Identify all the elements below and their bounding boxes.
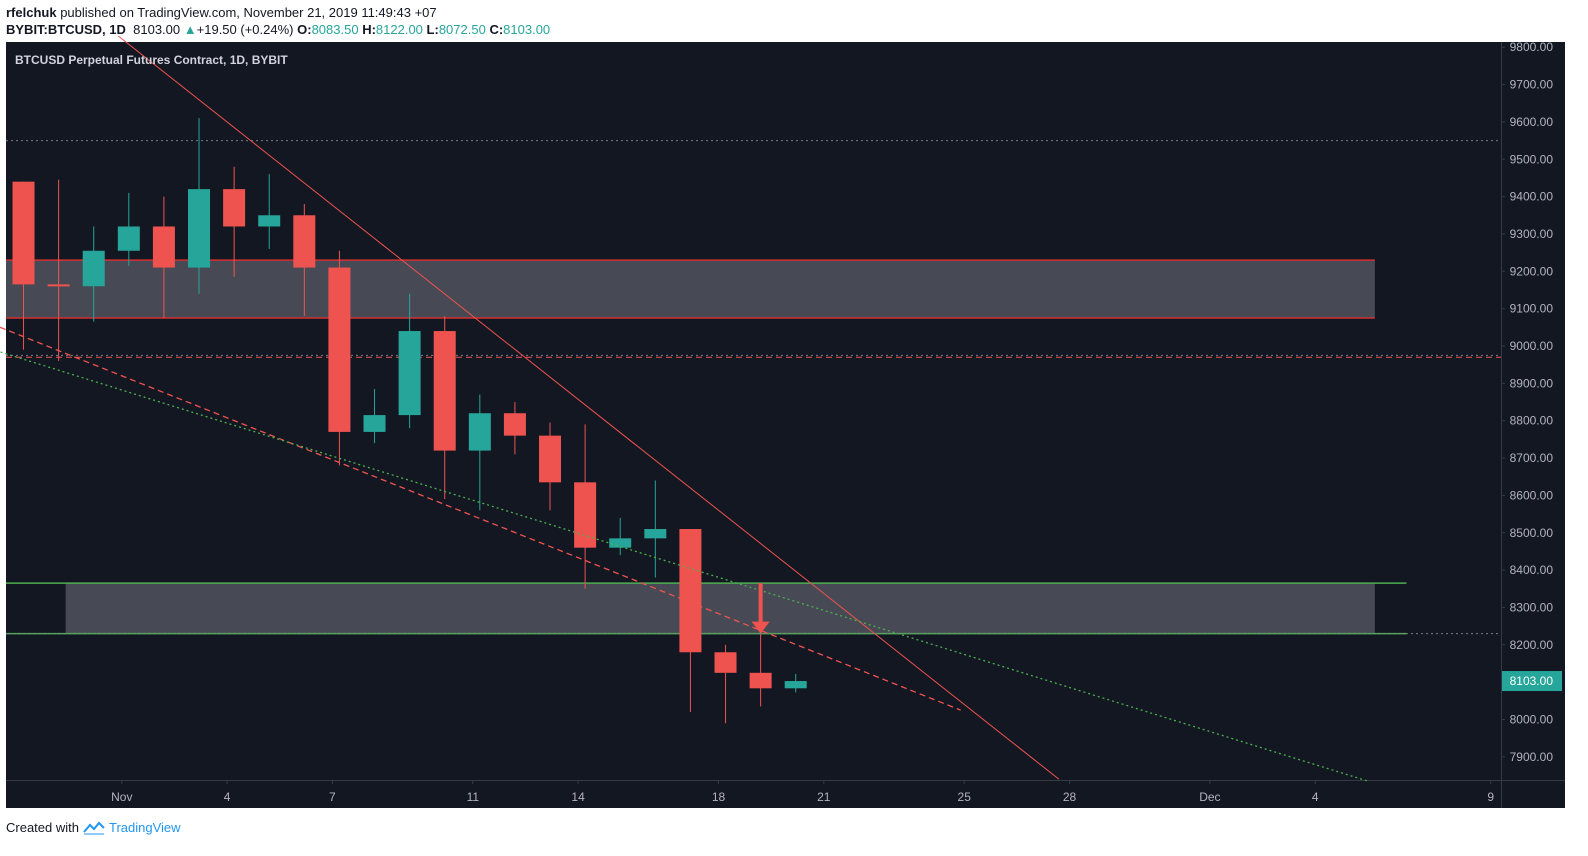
low-value: 8072.50 xyxy=(438,22,486,37)
y-tick-label: 9800.00 xyxy=(1510,40,1554,54)
x-tick-label: Nov xyxy=(111,790,132,804)
plot-background xyxy=(6,42,1501,780)
candle-body xyxy=(258,215,281,227)
y-tick-label: 8000.00 xyxy=(1510,713,1554,727)
publish-line: rfelchuk published on TradingView.com, N… xyxy=(6,5,437,20)
x-tick-label: 4 xyxy=(1312,790,1319,804)
footer: Created with TradingView xyxy=(6,820,181,835)
y-tick-label: 8700.00 xyxy=(1510,451,1554,465)
x-tick-label: 9 xyxy=(1487,790,1494,804)
candle-body xyxy=(574,482,597,548)
candle-body xyxy=(503,413,526,436)
publisher-name[interactable]: rfelchuk xyxy=(6,5,57,20)
y-tick-label: 9200.00 xyxy=(1510,264,1554,278)
y-tick-label: 7900.00 xyxy=(1510,750,1554,764)
last-price-label: 8103.00 xyxy=(1510,674,1554,688)
candle-body xyxy=(47,284,70,287)
y-tick-label: 9400.00 xyxy=(1510,190,1554,204)
candle-body xyxy=(784,681,807,689)
tradingview-logo-icon xyxy=(83,821,105,834)
change-arrow-icon: ▲ xyxy=(183,22,197,37)
x-tick-label: 18 xyxy=(712,790,726,804)
support-zone xyxy=(65,583,1375,634)
publish-info: published on TradingView.com, November 2… xyxy=(60,5,437,20)
descending-dotted-trendline xyxy=(0,351,1369,782)
candle-body xyxy=(433,331,456,451)
descending-resistance-trendline xyxy=(117,35,1060,780)
x-tick-label: 11 xyxy=(467,790,480,804)
candle-body xyxy=(363,415,386,432)
y-tick-label: 8400.00 xyxy=(1510,563,1554,577)
symbol-name: BYBIT:BTCUSD, 1D xyxy=(6,22,126,37)
candle-body xyxy=(12,181,35,285)
y-tick-label: 9000.00 xyxy=(1510,339,1554,353)
high-label: H: xyxy=(362,22,376,37)
descending-dashed-trendline xyxy=(0,326,961,711)
last-price: 8103.00 xyxy=(133,22,181,37)
x-tick-label: 4 xyxy=(224,790,231,804)
candle-body xyxy=(714,652,737,673)
candle-body xyxy=(223,189,246,227)
y-tick-label: 9100.00 xyxy=(1510,302,1554,316)
y-tick-label: 8900.00 xyxy=(1510,376,1554,390)
candle-body xyxy=(609,538,632,548)
y-tick-label: 9700.00 xyxy=(1510,78,1554,92)
y-tick-label: 9500.00 xyxy=(1510,152,1554,166)
open-value: 8083.50 xyxy=(311,22,359,37)
y-tick-label: 8600.00 xyxy=(1510,488,1554,502)
last-price-badge xyxy=(1502,671,1562,692)
y-tick-label: 8800.00 xyxy=(1510,414,1554,428)
candle-body xyxy=(679,529,702,653)
chart-title: BTCUSD Perpetual Futures Contract, 1D, B… xyxy=(15,53,288,67)
x-tick-label: 25 xyxy=(958,790,972,804)
y-tick-label: 9600.00 xyxy=(1510,115,1554,129)
open-label: O: xyxy=(297,22,312,37)
candle-body xyxy=(328,267,351,432)
resistance-zone xyxy=(6,260,1375,318)
candle-body xyxy=(188,189,211,268)
symbol-line: BYBIT:BTCUSD, 1D 8103.00 ▲+19.50 (+0.24%… xyxy=(6,22,550,37)
candle-body xyxy=(468,413,491,451)
high-value: 8122.00 xyxy=(375,22,423,37)
x-tick-label: 7 xyxy=(329,790,336,804)
down-arrow-icon xyxy=(751,621,770,634)
low-label: L: xyxy=(426,22,439,37)
x-tick-label: 28 xyxy=(1063,790,1077,804)
created-with-label: Created with xyxy=(6,820,79,835)
price-change: +19.50 (+0.24%) xyxy=(196,22,294,37)
y-tick-label: 8500.00 xyxy=(1510,526,1554,540)
close-label: C: xyxy=(489,22,504,37)
x-tick-label: 14 xyxy=(571,790,585,804)
candle-body xyxy=(82,250,105,287)
candle-body xyxy=(644,529,667,539)
y-tick-label: 9300.00 xyxy=(1510,227,1554,241)
close-value: 8103.00 xyxy=(503,22,551,37)
candle-body xyxy=(749,672,772,689)
candle-body xyxy=(539,435,562,483)
y-tick-label: 8300.00 xyxy=(1510,600,1554,614)
y-tick-label: 8200.00 xyxy=(1510,638,1554,652)
x-tick-label: 21 xyxy=(817,790,831,804)
time-axis-background xyxy=(6,780,1501,808)
candle-body xyxy=(117,226,140,251)
tradingview-brand[interactable]: TradingView xyxy=(108,820,181,835)
candle-body xyxy=(293,215,316,268)
candle-body xyxy=(152,226,175,268)
x-tick-label: Dec xyxy=(1199,790,1220,804)
candle-body xyxy=(398,331,421,416)
